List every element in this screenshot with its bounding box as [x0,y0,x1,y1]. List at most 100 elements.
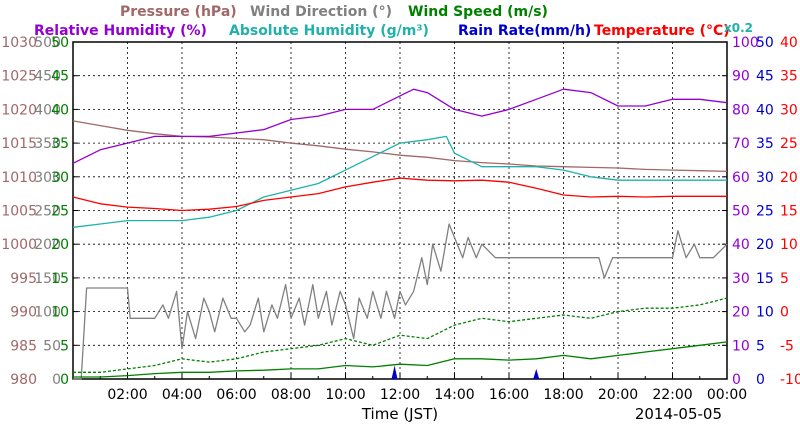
y-tick-label-wind_direction: 450 [34,69,61,85]
legend-pressure: Pressure (hPa) [120,4,237,20]
y-tick-label-rain_rate: 35 [756,136,774,152]
y-axes: 1030102510201015101010051000995990985980… [1,35,800,388]
y-tick-label-wind_direction: 0 [52,372,61,388]
y-tick-label-wind_direction: 350 [34,136,61,152]
legend-wind-direction: Wind Direction (°) [250,4,392,20]
y-tick-label-humidity: 100 [732,35,759,51]
y-tick-label-pressure: 1015 [1,136,37,152]
multiplier-label: x0.2 [724,21,753,35]
y-tick-label-pressure: 1020 [1,102,37,118]
y-tick-label-humidity: 90 [732,69,750,85]
y-tick-label-humidity: 60 [732,170,750,186]
y-tick-label-wind_direction: 50 [43,338,61,354]
legend-relative-humidity: Relative Humidity (%) [34,23,207,39]
legend-absolute-humidity: Absolute Humidity (g/m³) [229,23,429,39]
y-tick-label-humidity: 0 [732,372,741,388]
x-tick-label: 20:00 [598,387,638,403]
y-tick-label-humidity: 10 [732,338,750,354]
y-tick-label-humidity: 30 [732,271,750,287]
y-tick-label-rain_rate: 0 [756,372,765,388]
y-tick-label-temperature: -10 [780,372,800,388]
y-tick-label-pressure: 1000 [1,237,37,253]
y-tick-label-temperature: 35 [780,69,798,85]
series-relative-humidity [72,88,728,164]
y-tick-label-temperature: 20 [780,170,798,186]
y-tick-label-rain_rate: 40 [756,102,774,118]
x-axis-label: Time (JST) [361,405,438,423]
y-tick-label-temperature: 30 [780,102,798,118]
x-tick-label: 16:00 [489,387,529,403]
y-tick-label-rain_rate: 45 [756,69,774,85]
y-tick-label-wind_direction: 250 [34,204,61,220]
x-tick-label: 22:00 [652,387,692,403]
y-tick-label-rain_rate: 15 [756,271,774,287]
x-tick-label: 18:00 [543,387,583,403]
legend-temperature: Temperature (°C) [594,23,730,39]
y-tick-label-pressure: 985 [10,338,37,354]
x-tick-label: 10:00 [325,387,365,403]
y-tick-label-rain_rate: 25 [756,204,774,220]
y-tick-label-wind_speed: 5 [60,338,69,354]
x-tick-label: 04:00 [162,387,202,403]
y-tick-label-wind_speed: 10 [51,305,69,321]
y-tick-label-wind_direction: 500 [34,35,61,51]
series-layer [72,88,728,380]
series-temperature-c [72,177,727,212]
series-rain-rate-mm-h-spike [391,365,398,379]
series-absolute-humidity-g-m [72,135,727,228]
legend-rain-rate: Rain Rate(mm/h) [458,23,591,39]
y-tick-label-wind_speed: 0 [60,372,69,388]
y-tick-label-wind_speed: 30 [51,170,69,186]
y-tick-label-temperature: 5 [780,271,789,287]
y-tick-label-pressure: 990 [10,305,37,321]
x-tick-label: 14:00 [434,387,474,403]
y-tick-label-wind_speed: 35 [51,136,69,152]
y-tick-label-rain_rate: 5 [756,338,765,354]
y-tick-label-temperature: 15 [780,204,798,220]
x-tick-label: 02:00 [107,387,147,403]
y-tick-label-wind_direction: 150 [34,271,61,287]
y-tick-label-temperature: 10 [780,237,798,253]
y-tick-label-wind_speed: 50 [51,35,69,51]
y-tick-label-pressure: 995 [10,271,37,287]
y-tick-label-temperature: 40 [780,35,798,51]
y-tick-label-temperature: 25 [780,136,798,152]
series-wind-speed-max-m-s [73,297,728,373]
y-tick-label-rain_rate: 20 [756,237,774,253]
date-label: 2014-05-05 [635,405,722,423]
y-tick-label-wind_speed: 25 [51,204,69,220]
y-tick-label-pressure: 1005 [1,204,37,220]
legend-wind-speed: Wind Speed (m/s) [408,4,548,20]
series-wind-speed-m-s [73,341,728,378]
y-tick-label-wind_direction: 200 [34,237,61,253]
x-tick-label: 08:00 [271,387,311,403]
x-tick-label: 12:00 [380,387,420,403]
y-tick-label-pressure: 1025 [1,69,37,85]
y-tick-label-temperature: 0 [780,305,789,321]
y-tick-label-humidity: 50 [732,204,750,220]
y-tick-label-pressure: 1010 [1,170,37,186]
y-tick-label-wind_speed: 40 [51,102,69,118]
y-tick-label-wind_speed: 15 [51,271,69,287]
y-tick-label-humidity: 40 [732,237,750,253]
y-tick-label-humidity: 70 [732,136,750,152]
y-tick-label-rain_rate: 10 [756,305,774,321]
y-tick-label-temperature: -5 [780,338,794,354]
y-tick-label-humidity: 80 [732,102,750,118]
series-rain-rate-mm-h-spike [533,368,540,379]
y-tick-label-wind_speed: 20 [51,237,69,253]
y-tick-label-pressure: 980 [10,372,37,388]
y-tick-label-wind_speed: 45 [51,69,69,85]
y-tick-label-humidity: 20 [732,305,750,321]
y-tick-label-rain_rate: 50 [756,35,774,51]
x-tick-label: 06:00 [216,387,256,403]
grid [73,42,727,379]
x-tick-label: 00:00 [707,387,747,403]
y-tick-label-wind_direction: 100 [34,305,61,321]
x-axis: 02:00 04:00 06:00 08:00 10:00 12:00 14:00 16:00… [99,373,747,403]
y-tick-label-rain_rate: 30 [756,170,774,186]
y-tick-label-wind_direction: 300 [34,170,61,186]
y-tick-label-pressure: 1030 [1,35,37,51]
series-wind-direction [73,223,728,380]
